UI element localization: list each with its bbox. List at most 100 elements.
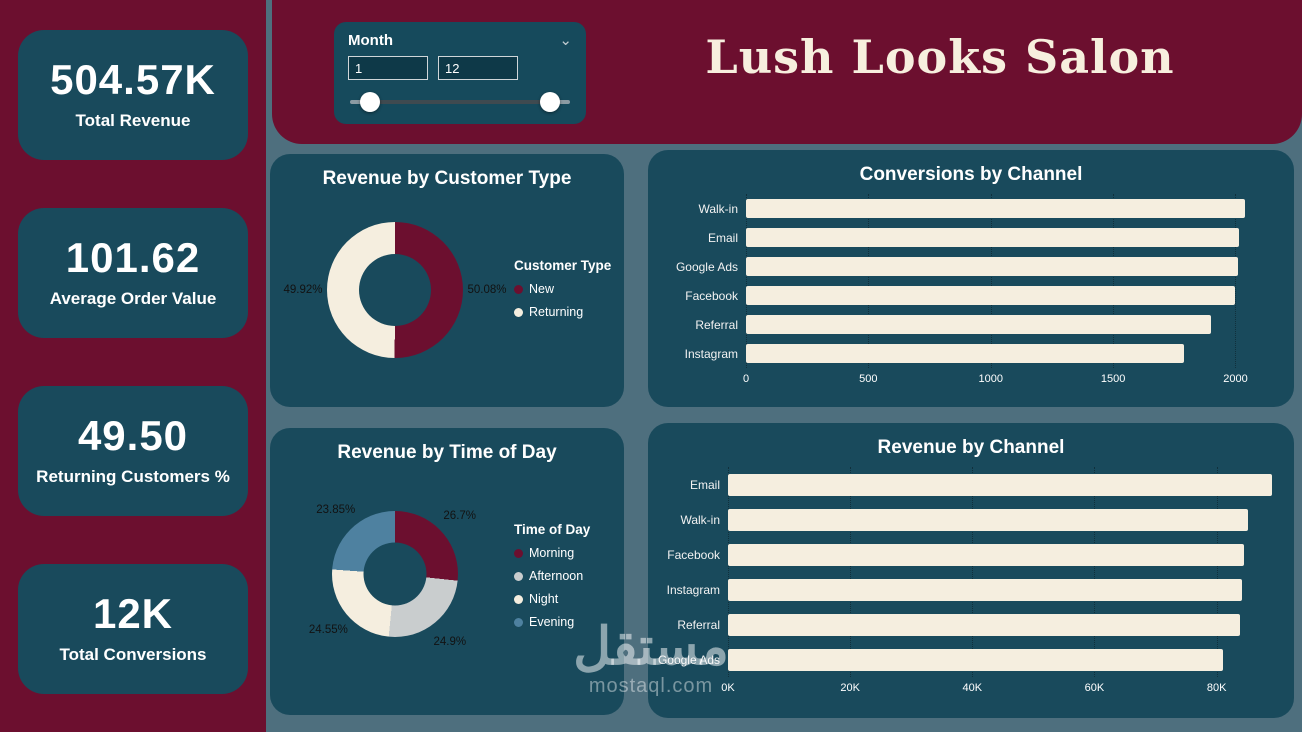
kpi-card-total-revenue: 504.57K Total Revenue <box>18 30 248 160</box>
gridline <box>972 467 974 677</box>
bar-facebook[interactable] <box>746 286 1236 305</box>
donut-revenue-by-customer-type[interactable] <box>327 222 463 358</box>
category-label-email: Email <box>707 230 738 245</box>
kpi-value: 12K <box>92 590 174 637</box>
legend-item-new[interactable]: New <box>514 282 611 296</box>
bar-row: Referral <box>648 607 1292 642</box>
legend-label: Afternoon <box>529 569 584 583</box>
data-label-new: 50.08% <box>467 284 507 297</box>
bar-row: Google Ads <box>648 252 1292 281</box>
gridlines <box>746 194 1282 368</box>
bar-rows: Walk-in Email Google Ads Facebook Referral In… <box>648 194 1292 368</box>
donut-chart-time-of-day: 26.7% 24.9% 24.55% 23.85% Time of Day Mornin… <box>270 466 624 682</box>
bar-row: Facebook <box>648 537 1292 572</box>
bar-track <box>746 223 1282 252</box>
bar-row: Referral <box>648 310 1292 339</box>
donut-hole <box>363 542 427 606</box>
legend-item-returning[interactable]: Returning <box>514 305 611 319</box>
bar-google-ads[interactable] <box>746 257 1238 276</box>
x-tick-label: 1500 <box>1100 373 1126 385</box>
kpi-label: Returning Customers % <box>36 467 230 486</box>
legend-marker <box>514 594 523 604</box>
gridline <box>728 467 729 677</box>
legend: Customer Type New Returning <box>514 258 611 388</box>
donut-plot: 26.7% 24.9% 24.55% 23.85% <box>276 466 514 682</box>
legend-item-morning[interactable]: Morning <box>514 546 590 560</box>
gridline <box>1113 194 1115 368</box>
bar-referral[interactable] <box>728 613 1241 636</box>
category-label-walk-in: Walk-in <box>698 201 738 216</box>
bar-row: Email <box>648 223 1292 252</box>
legend-marker <box>514 571 523 581</box>
bar-google-ads[interactable] <box>728 648 1224 671</box>
gridline <box>1094 467 1096 677</box>
donut-chart-customer-type: 50.08% 49.92% Customer Type New Returning <box>270 192 624 388</box>
bar-row: Instagram <box>648 572 1292 607</box>
bar-track <box>746 194 1282 223</box>
gridline <box>850 467 852 677</box>
data-label-returning: 49.92% <box>283 283 323 296</box>
bar-track <box>728 502 1282 537</box>
bar-track <box>728 467 1282 502</box>
bar-email[interactable] <box>746 228 1240 247</box>
bar-walk-in[interactable] <box>728 508 1249 531</box>
bar-track <box>728 642 1282 677</box>
kpi-card-returning-customers: 49.50 Returning Customers % <box>18 386 248 516</box>
legend-label: Morning <box>529 546 575 560</box>
legend-marker <box>514 617 523 627</box>
bar-track <box>746 252 1282 281</box>
data-label-evening: 23.85% <box>316 504 356 517</box>
category-label-referral: Referral <box>695 317 738 332</box>
slicer-min-input[interactable] <box>348 56 428 80</box>
bar-referral[interactable] <box>746 315 1212 334</box>
legend-item-evening[interactable]: Evening <box>514 615 590 629</box>
data-label-night: 24.55% <box>308 623 348 636</box>
slider-handle-max[interactable] <box>540 92 560 112</box>
bar-row: Google Ads <box>648 642 1292 677</box>
category-label-facebook: Facebook <box>667 547 720 562</box>
kpi-value: 504.57K <box>50 56 216 103</box>
revenue-by-time-of-day-card: Revenue by Time of Day 26.7% 24.9% 24.55% 2… <box>270 428 624 715</box>
category-label-walk-in: Walk-in <box>680 512 720 527</box>
slicer-inputs <box>348 56 572 80</box>
legend-label: Returning <box>529 305 584 319</box>
month-range-slider[interactable] <box>348 91 572 113</box>
gridline <box>868 194 870 368</box>
header-bar: Month ⌄ Lush Looks Salon <box>272 0 1302 144</box>
bar-chart-conversions: Walk-in Email Google Ads Facebook Referral In… <box>648 194 1294 390</box>
data-label-morning: 26.7% <box>443 509 477 522</box>
bar-instagram[interactable] <box>746 344 1185 363</box>
kpi-sidebar: 504.57K Total Revenue 101.62 Average Order … <box>0 0 266 732</box>
slicer-max-input[interactable] <box>438 56 518 80</box>
bar-track <box>728 572 1282 607</box>
chart-title: Revenue by Customer Type <box>322 168 572 189</box>
x-axis: 0 500 1000 1500 2000 <box>743 370 1282 390</box>
bar-walk-in[interactable] <box>746 199 1246 218</box>
bar-instagram[interactable] <box>728 578 1243 601</box>
x-axis: 0K 20K 40K 60K 80K <box>721 679 1282 699</box>
bar-row: Email <box>648 467 1292 502</box>
x-tick-label: 500 <box>859 373 878 385</box>
slider-selected-range[interactable] <box>370 100 550 104</box>
slider-handle-min[interactable] <box>360 92 380 112</box>
page-title: Lush Looks Salon <box>705 30 1175 84</box>
legend-label: Evening <box>529 615 575 629</box>
kpi-label: Total Conversions <box>59 645 207 664</box>
x-tick-label: 2000 <box>1223 373 1248 385</box>
bar-email[interactable] <box>728 473 1272 496</box>
donut-revenue-by-time-of-day[interactable] <box>332 511 458 637</box>
legend-item-night[interactable]: Night <box>514 592 590 606</box>
category-label-referral: Referral <box>677 617 720 632</box>
chevron-down-icon[interactable]: ⌄ <box>559 32 572 49</box>
category-label-facebook: Facebook <box>685 288 738 303</box>
legend-item-afternoon[interactable]: Afternoon <box>514 569 590 583</box>
gridline <box>746 194 747 368</box>
x-tick-label: 1000 <box>978 373 1003 385</box>
x-tick-label: 80K <box>1206 682 1227 694</box>
bar-facebook[interactable] <box>728 543 1244 566</box>
kpi-value: 101.62 <box>65 234 201 281</box>
bar-row: Walk-in <box>648 194 1292 223</box>
legend-label: New <box>529 282 555 296</box>
bar-row: Instagram <box>648 339 1292 368</box>
kpi-card-average-order-value: 101.62 Average Order Value <box>18 208 248 338</box>
